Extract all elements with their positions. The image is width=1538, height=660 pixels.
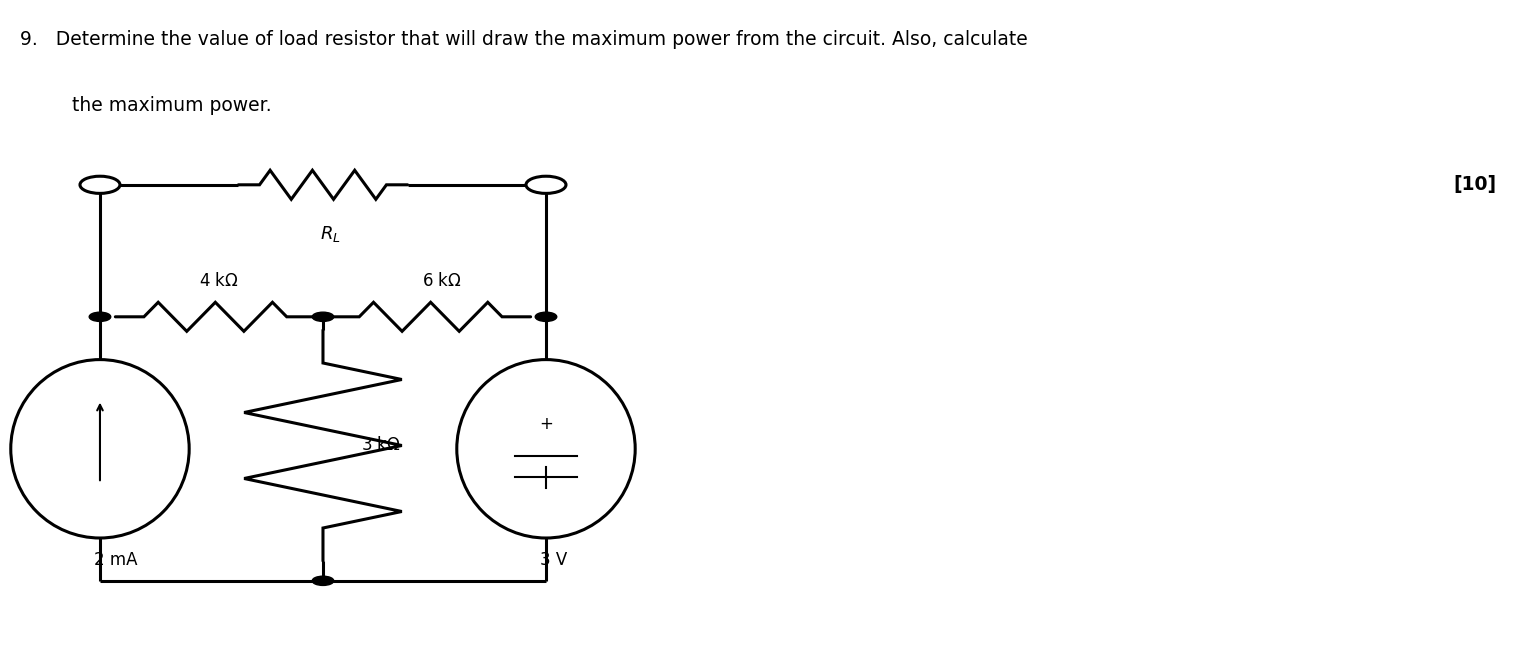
Text: 3 k$\Omega$: 3 k$\Omega$ bbox=[361, 436, 401, 455]
Text: 3 V: 3 V bbox=[540, 551, 568, 569]
Circle shape bbox=[312, 576, 334, 585]
Circle shape bbox=[80, 176, 120, 193]
Circle shape bbox=[535, 312, 557, 321]
Text: 4 k$\Omega$: 4 k$\Omega$ bbox=[200, 273, 238, 290]
Text: 6 k$\Omega$: 6 k$\Omega$ bbox=[423, 273, 461, 290]
Text: 9.   Determine the value of load resistor that will draw the maximum power from : 9. Determine the value of load resistor … bbox=[20, 30, 1027, 49]
Text: +: + bbox=[538, 415, 554, 433]
Circle shape bbox=[89, 312, 111, 321]
Text: 2 mA: 2 mA bbox=[94, 551, 137, 569]
Circle shape bbox=[312, 312, 334, 321]
Ellipse shape bbox=[457, 360, 635, 538]
Ellipse shape bbox=[11, 360, 189, 538]
Circle shape bbox=[526, 176, 566, 193]
Text: $R_L$: $R_L$ bbox=[320, 224, 341, 244]
Text: [10]: [10] bbox=[1453, 175, 1496, 194]
Text: the maximum power.: the maximum power. bbox=[72, 96, 272, 115]
